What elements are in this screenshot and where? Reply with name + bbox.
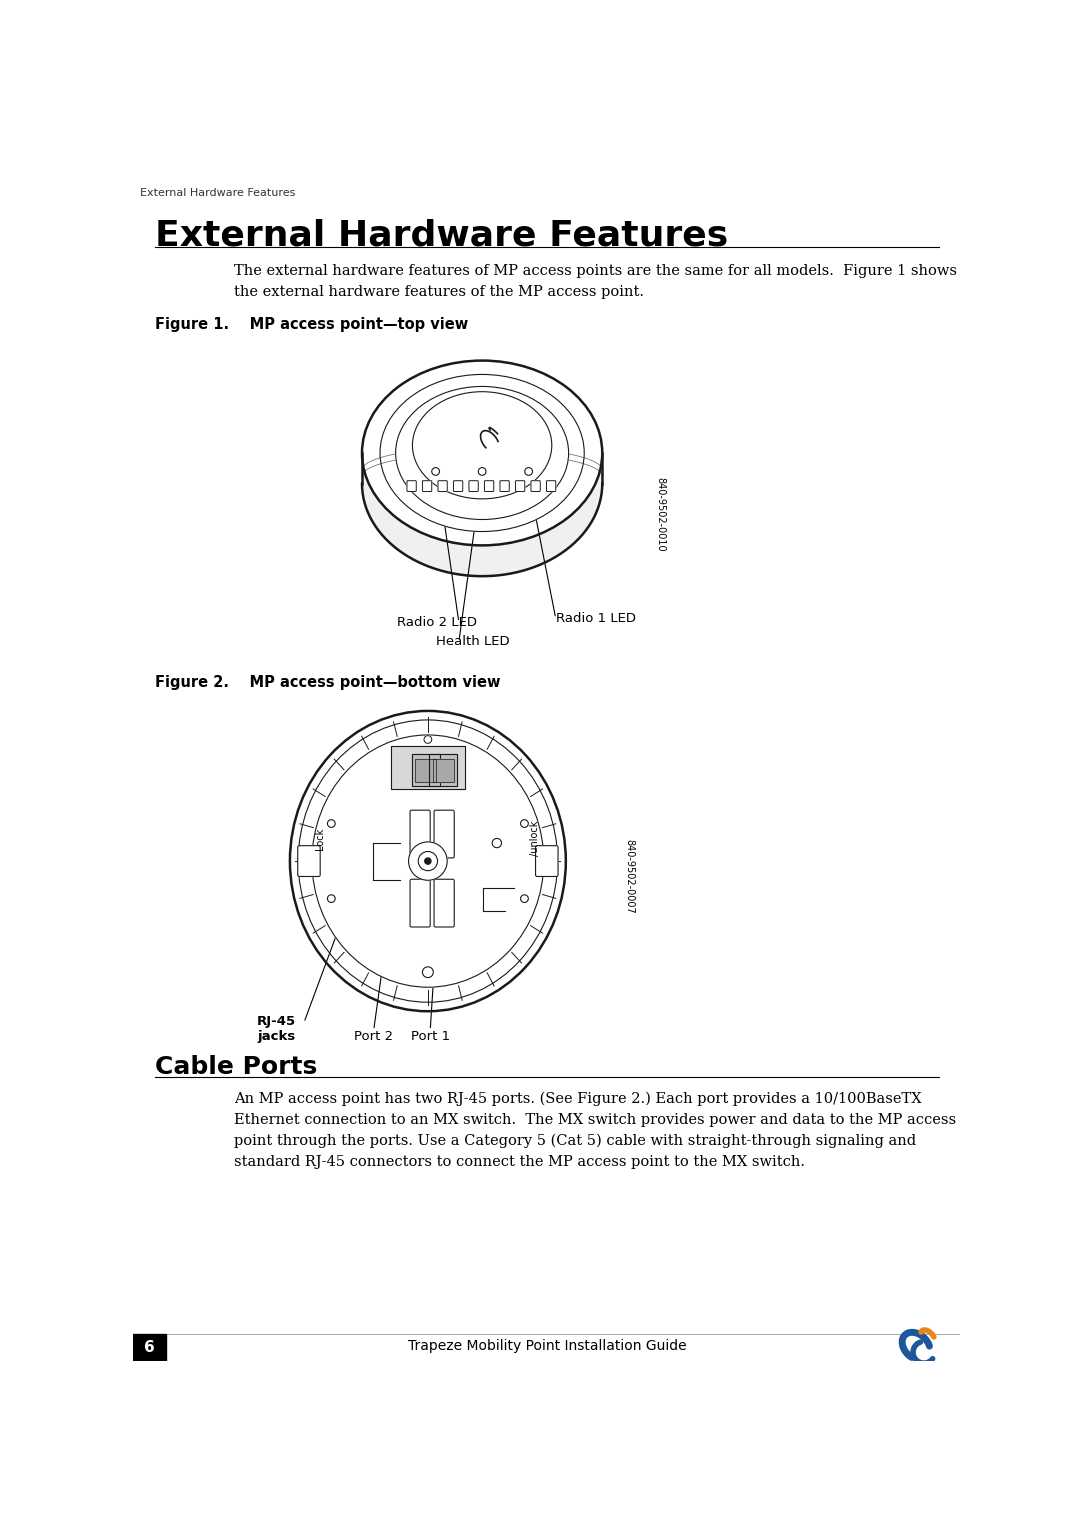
FancyBboxPatch shape <box>407 480 416 491</box>
Text: Figure 1.    MP access point—top view: Figure 1. MP access point—top view <box>155 317 468 332</box>
FancyBboxPatch shape <box>536 846 558 876</box>
Text: An MP access point has two RJ-45 ports. (See Figure 2.) Each port provides a 10/: An MP access point has two RJ-45 ports. … <box>234 1092 956 1168</box>
Circle shape <box>328 820 335 827</box>
FancyBboxPatch shape <box>410 810 430 858</box>
FancyBboxPatch shape <box>515 480 525 491</box>
Circle shape <box>409 842 447 881</box>
Text: External Hardware Features: External Hardware Features <box>140 188 294 197</box>
Text: RJ-45
jacks: RJ-45 jacks <box>257 1015 297 1043</box>
Ellipse shape <box>380 375 585 532</box>
Text: Health LED: Health LED <box>435 635 509 648</box>
Bar <box>415 758 436 781</box>
FancyBboxPatch shape <box>423 480 432 491</box>
Text: Cable Ports: Cable Ports <box>155 1055 317 1079</box>
Text: Radio 2 LED: Radio 2 LED <box>397 616 477 628</box>
FancyBboxPatch shape <box>298 846 320 876</box>
Circle shape <box>521 894 528 902</box>
FancyBboxPatch shape <box>437 480 447 491</box>
Bar <box>133 1333 166 1362</box>
Ellipse shape <box>362 391 602 576</box>
Text: Lock: Lock <box>315 827 325 850</box>
Circle shape <box>492 838 501 847</box>
Ellipse shape <box>290 711 566 1011</box>
FancyBboxPatch shape <box>484 480 494 491</box>
Text: 840-9502-0010: 840-9502-0010 <box>655 477 666 552</box>
FancyBboxPatch shape <box>434 810 455 858</box>
Ellipse shape <box>312 735 544 988</box>
Bar <box>429 754 458 786</box>
FancyBboxPatch shape <box>469 480 478 491</box>
Bar <box>392 746 465 789</box>
Text: 6: 6 <box>144 1341 155 1355</box>
Circle shape <box>328 894 335 902</box>
FancyBboxPatch shape <box>531 480 540 491</box>
Bar <box>429 754 458 786</box>
Circle shape <box>424 735 432 743</box>
Circle shape <box>432 468 440 476</box>
Circle shape <box>425 858 431 864</box>
FancyBboxPatch shape <box>500 480 509 491</box>
Bar <box>412 754 440 786</box>
FancyBboxPatch shape <box>410 879 430 927</box>
Bar <box>415 758 436 781</box>
Ellipse shape <box>396 387 569 520</box>
Circle shape <box>478 468 485 476</box>
Ellipse shape <box>362 361 602 546</box>
Text: Port 1: Port 1 <box>411 1031 450 1043</box>
FancyBboxPatch shape <box>434 879 455 927</box>
Circle shape <box>521 820 528 827</box>
Text: Trapeze Mobility Point Installation Guide: Trapeze Mobility Point Installation Guid… <box>408 1339 686 1353</box>
Text: 840-9502-0007: 840-9502-0007 <box>624 839 635 914</box>
Text: Radio 1 LED: Radio 1 LED <box>556 612 636 625</box>
Bar <box>392 746 465 789</box>
Ellipse shape <box>413 391 552 498</box>
FancyBboxPatch shape <box>453 480 463 491</box>
Text: /unlock: /unlock <box>530 821 541 856</box>
Bar <box>412 754 440 786</box>
Text: External Hardware Features: External Hardware Features <box>155 219 729 252</box>
Text: Figure 2.    MP access point—bottom view: Figure 2. MP access point—bottom view <box>155 674 500 690</box>
Circle shape <box>423 966 433 977</box>
Text: Port 2: Port 2 <box>354 1031 393 1043</box>
Circle shape <box>418 852 437 870</box>
Bar <box>432 758 455 781</box>
Text: The external hardware features of MP access points are the same for all models. : The external hardware features of MP acc… <box>234 265 957 300</box>
Bar <box>432 758 455 781</box>
Circle shape <box>525 468 532 476</box>
Polygon shape <box>362 361 602 483</box>
FancyBboxPatch shape <box>546 480 556 491</box>
